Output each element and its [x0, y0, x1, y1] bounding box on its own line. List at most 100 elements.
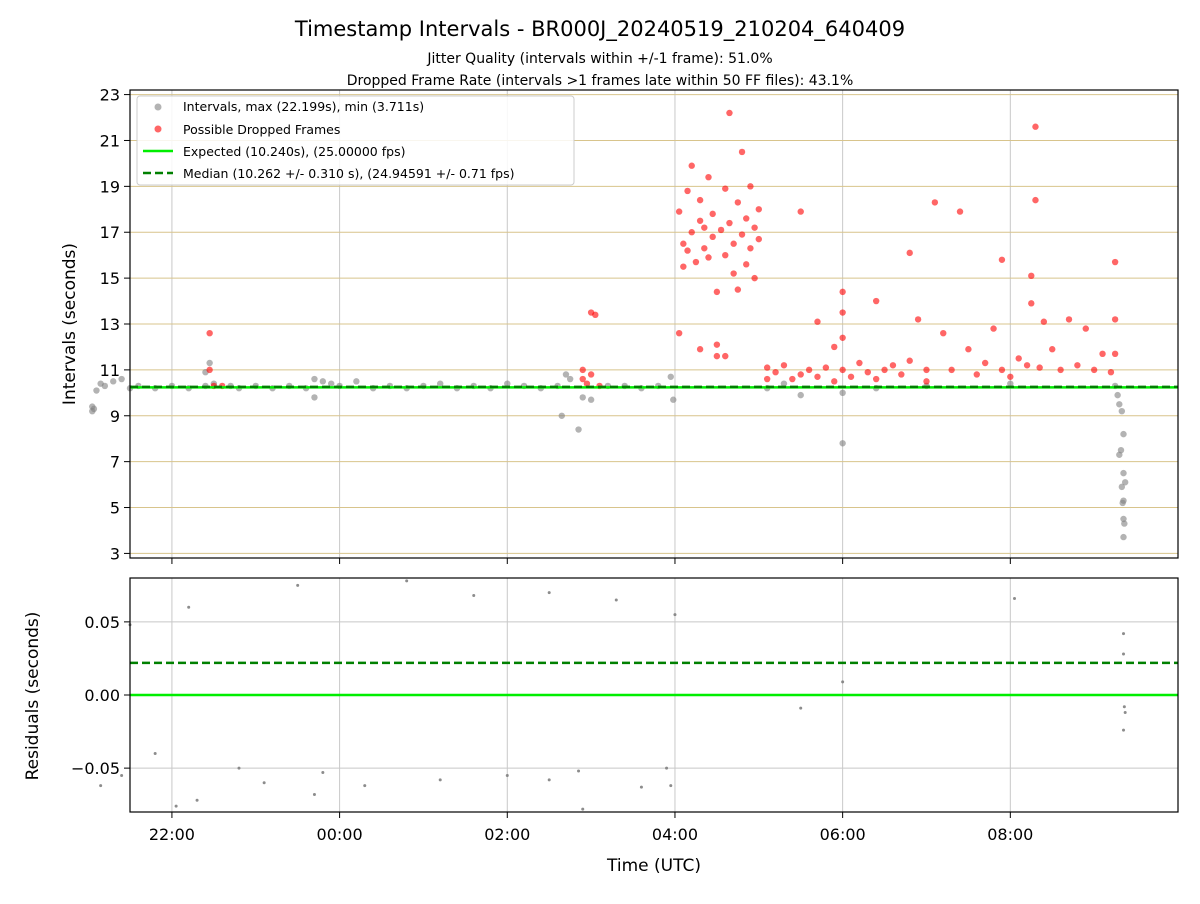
dropped-frame-point	[206, 366, 213, 374]
dropped-frame-point	[772, 368, 779, 376]
residual-point	[296, 583, 300, 587]
legend-marker-dropped	[154, 125, 162, 133]
dropped-frame-point	[856, 359, 863, 367]
dropped-frame-point	[713, 288, 721, 296]
dropped-frame-point	[1099, 350, 1106, 358]
dropped-frame-point	[1036, 364, 1043, 371]
interval-point	[118, 375, 125, 383]
dropped-frame-point	[1032, 123, 1039, 130]
dropped-frame-point	[722, 251, 729, 259]
dropped-frame-point	[839, 366, 846, 374]
dropped-frame-point	[1032, 196, 1039, 204]
dropped-frame-point	[998, 366, 1006, 374]
interval-point	[93, 387, 100, 394]
dropped-frame-point	[684, 247, 691, 254]
chart-subtitle-jitter: Jitter Quality (intervals within +/-1 fr…	[426, 51, 772, 67]
dropped-frame-point	[1007, 373, 1014, 380]
residual-point	[174, 804, 178, 808]
y-tick-label: 0.05	[84, 613, 120, 632]
dropped-frame-point	[872, 297, 880, 305]
dropped-frame-point	[701, 224, 708, 231]
residual-point	[1013, 596, 1017, 600]
dropped-frame-point	[734, 286, 742, 293]
dropped-frame-point	[839, 288, 846, 296]
intervals-panel: 3 5 7 9 11 13 15 17 19 21 23 Intervals (seconds) I…	[60, 86, 1179, 564]
interval-point	[311, 394, 318, 401]
dropped-frame-point	[831, 343, 838, 351]
x-axis-label: Time (UTC)	[606, 856, 701, 876]
dropped-frame-point	[789, 375, 796, 383]
dropped-frame-point	[701, 245, 708, 252]
residual-point	[1122, 728, 1126, 732]
legend-entry-intervals: Intervals, max (22.199s), min (3.711s)	[183, 99, 424, 114]
dropped-frame-point	[734, 199, 742, 206]
dropped-frame-point	[713, 352, 721, 360]
interval-point	[670, 396, 677, 403]
interval-point	[780, 380, 788, 387]
residual-point	[673, 613, 677, 617]
intervals-y-ticks: 3 5 7 9 11 13 15 17 19 21 23	[100, 86, 130, 563]
residuals-reference-lines	[130, 661, 1178, 697]
interval-point	[1120, 533, 1127, 541]
intervals-grid	[130, 90, 1178, 558]
dropped-frame-point	[881, 366, 888, 374]
interval-point	[575, 426, 582, 433]
residual-point	[665, 766, 669, 770]
interval-point	[1116, 401, 1123, 408]
dropped-frame-point	[722, 352, 729, 360]
legend-marker-intervals	[154, 103, 162, 111]
interval-point	[311, 375, 318, 383]
interval-point	[1007, 380, 1014, 387]
y-tick-label: 19	[100, 177, 120, 196]
dropped-frame-point	[948, 366, 955, 374]
dropped-frame-point	[738, 148, 746, 156]
residual-point	[577, 769, 581, 773]
dropped-frame-point	[906, 249, 913, 257]
legend-box	[136, 95, 575, 186]
y-tick-label: 23	[100, 86, 120, 105]
dropped-frame-point	[747, 183, 754, 190]
dropped-frame-point	[831, 378, 838, 385]
interval-point	[1118, 407, 1126, 415]
interval-point	[797, 391, 804, 399]
residual-point	[1122, 705, 1126, 709]
residual-point	[153, 752, 157, 755]
dropped-frame-point	[1057, 366, 1064, 374]
dropped-frame-point	[705, 173, 712, 181]
dropped-frame-point	[675, 208, 683, 215]
dropped-frame-point	[1049, 346, 1056, 353]
dropped-frame-point	[981, 359, 989, 367]
intervals-reference-lines	[130, 385, 1178, 389]
residual-point	[1122, 652, 1126, 656]
interval-point	[839, 389, 846, 397]
dropped-frame-point	[990, 325, 997, 332]
residual-point	[581, 807, 585, 811]
interval-point	[1116, 451, 1123, 458]
dropped-frame-point	[889, 362, 897, 369]
dropped-frame-point	[680, 263, 687, 270]
interval-point	[1118, 483, 1126, 491]
dropped-frame-point	[998, 256, 1006, 263]
dropped-frame-point	[592, 311, 599, 319]
dropped-frame-point	[680, 240, 687, 247]
legend-entry-dropped: Possible Dropped Frames	[183, 122, 340, 137]
dropped-frame-point	[743, 215, 750, 222]
dropped-frame-point	[713, 341, 721, 348]
dropped-frame-point	[730, 240, 737, 247]
interval-point	[1114, 391, 1121, 399]
dropped-frame-point	[587, 371, 595, 378]
x-tick-label: 04:00	[652, 825, 698, 844]
interval-point	[353, 378, 360, 385]
dropped-frame-point	[973, 371, 980, 378]
residuals-panel: 0.05 0.00 −0.05 22:00 00:00 02:00 04:00 06:00 0…	[23, 577, 1179, 844]
dropped-frame-point	[1090, 366, 1098, 374]
dropped-frame-point	[579, 375, 586, 383]
dropped-frame-point	[696, 346, 704, 353]
legend-entry-expected: Expected (10.240s), (25.00000 fps)	[183, 144, 405, 159]
dropped-frame-point	[709, 210, 716, 218]
dropped-frame-point	[692, 258, 700, 266]
y-tick-label: 17	[100, 223, 120, 242]
interval-point	[1119, 499, 1126, 507]
residual-point	[1123, 711, 1127, 715]
